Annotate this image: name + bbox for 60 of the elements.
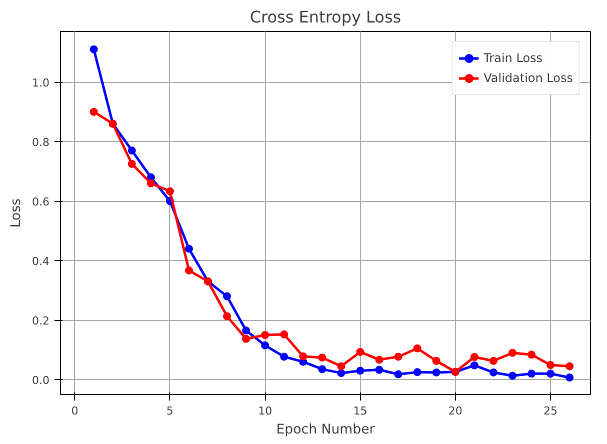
point	[528, 350, 536, 359]
y-tick-label: 0.4	[32, 255, 50, 268]
y-tick-label: 1.0	[32, 76, 50, 90]
point	[470, 353, 478, 362]
y-tick-label: 0.8	[32, 136, 50, 150]
point	[394, 370, 402, 378]
point	[566, 362, 574, 370]
point	[337, 369, 346, 378]
point	[528, 370, 536, 378]
point	[280, 352, 288, 361]
point	[489, 356, 498, 365]
point	[223, 292, 232, 300]
point	[375, 356, 384, 364]
point	[356, 348, 364, 356]
y-tick-label: 0.0	[32, 374, 50, 388]
point	[261, 331, 270, 339]
point	[432, 356, 440, 365]
y-axis-title: Loss	[9, 198, 24, 228]
y-tick-label: 0.6	[32, 196, 50, 209]
x-tick-label: 10	[258, 404, 272, 418]
point	[413, 344, 422, 352]
point	[546, 370, 555, 378]
point	[489, 368, 498, 376]
point	[242, 334, 250, 343]
point	[166, 187, 174, 196]
point	[470, 361, 478, 370]
point	[508, 348, 516, 357]
legend-label: Validation Loss	[484, 71, 573, 85]
point	[566, 374, 574, 382]
point	[337, 362, 346, 370]
legend-label: Train Loss	[484, 51, 543, 65]
point	[546, 361, 555, 370]
x-tick-label: 0	[71, 404, 78, 418]
point	[184, 266, 193, 274]
point	[90, 45, 98, 54]
point	[356, 366, 364, 375]
point	[318, 354, 326, 362]
point	[128, 160, 136, 168]
point	[299, 352, 308, 360]
point	[223, 312, 232, 320]
x-axis-title: Epoch Number	[276, 422, 376, 438]
point	[90, 108, 98, 116]
point	[146, 179, 155, 188]
point	[184, 244, 193, 253]
point	[318, 365, 326, 374]
y-tick-label: 0.2	[32, 314, 50, 328]
point	[413, 368, 422, 376]
x-tick-label: 15	[353, 404, 368, 418]
x-tick-label: 5	[166, 404, 174, 418]
point	[280, 330, 288, 338]
point	[432, 368, 440, 376]
x-tick-label: 20	[448, 404, 462, 418]
point	[261, 341, 270, 350]
point	[128, 146, 136, 155]
point	[242, 326, 250, 335]
x-tick-label: 25	[544, 404, 558, 418]
chart-title: Cross Entropy Loss	[250, 8, 402, 26]
point	[508, 372, 516, 380]
point	[375, 366, 384, 374]
point	[394, 352, 402, 361]
